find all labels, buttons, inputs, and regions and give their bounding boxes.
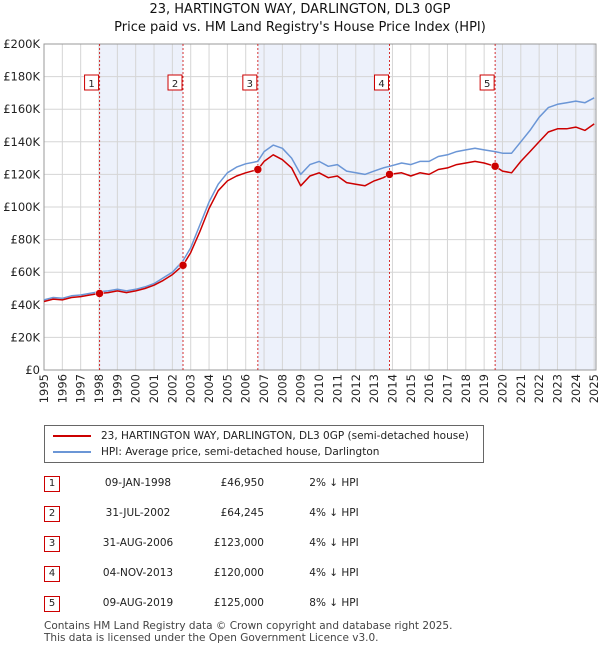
row-hpi: 2% ↓ HPI [309, 477, 359, 489]
x-tick-label: 2019 [477, 374, 491, 403]
x-tick-label: 2018 [459, 374, 473, 403]
table-row: 3 31-AUG-2006 £123,000 4% ↓ HPI [44, 534, 484, 554]
series-line-property [43, 123, 595, 303]
x-tick-label: 2014 [385, 374, 399, 403]
sale-number-label: 4 [378, 79, 384, 90]
x-tick-label: 2010 [312, 374, 326, 403]
sale-point [95, 289, 104, 298]
price-chart: £0 £20K £40K £60K £80K £100K £120K £140K £160K £1… [3, 37, 600, 403]
x-tick-label: 1997 [74, 374, 88, 403]
row-number-badge: 3 [44, 536, 60, 552]
y-tick-label: £80K [11, 233, 41, 247]
row-hpi: 4% ↓ HPI [309, 507, 359, 519]
y-tick-label: £200K [3, 37, 40, 51]
x-tick-label: 2023 [550, 374, 564, 403]
x-tick-label: 2001 [147, 374, 161, 403]
legend-label-property: 23, HARTINGTON WAY, DARLINGTON, DL3 0GP … [101, 430, 469, 442]
footer-copyright: Contains HM Land Registry data © Crown c… [44, 620, 453, 632]
sale-point [385, 170, 394, 179]
sale-number-box [84, 74, 100, 91]
row-price: £123,000 [213, 537, 264, 549]
sale-number-box [479, 74, 495, 91]
y-tick-label: £40K [11, 298, 41, 312]
y-tick-label: £20K [11, 330, 41, 344]
table-row: 2 31-JUL-2002 £64,245 4% ↓ HPI [44, 504, 484, 524]
chart-subtitle: Price paid vs. HM Land Registry's House … [114, 20, 486, 35]
row-price: £125,000 [213, 597, 264, 609]
row-price: £120,000 [213, 567, 264, 579]
row-date: 31-AUG-2006 [102, 537, 174, 549]
x-tick-label: 2015 [404, 374, 418, 403]
x-tick-label: 2011 [330, 374, 344, 403]
sale-number-box [167, 74, 183, 91]
chart-title: 23, HARTINGTON WAY, DARLINGTON, DL3 0GP [149, 2, 451, 17]
row-number-badge: 1 [44, 476, 60, 492]
row-number-badge: 4 [44, 566, 60, 582]
sale-number-label: 3 [247, 79, 253, 90]
x-tick-label: 1998 [92, 374, 106, 403]
x-tick-label: 2005 [220, 374, 234, 403]
x-tick-label: 2024 [569, 374, 583, 403]
x-tick-label: 2020 [495, 374, 509, 403]
x-tick-label: 2008 [275, 374, 289, 403]
footer-licence: This data is licensed under the Open Gov… [44, 632, 379, 644]
row-date: 09-AUG-2019 [102, 597, 174, 609]
x-tick-label: 2002 [165, 374, 179, 403]
legend-item-property: 23, HARTINGTON WAY, DARLINGTON, DL3 0GP … [53, 428, 469, 444]
row-date: 31-JUL-2002 [105, 507, 171, 519]
plot-frame [43, 43, 597, 371]
legend-label-hpi: HPI: Average price, semi-detached house,… [101, 446, 380, 458]
row-price: £46,950 [220, 477, 264, 489]
row-price: £64,245 [220, 507, 264, 519]
x-tick-label: 2021 [514, 374, 528, 403]
row-number-badge: 2 [44, 506, 60, 522]
x-tick-label: 2009 [294, 374, 308, 403]
sale-number-label: 5 [484, 79, 490, 90]
x-tick-label: 1996 [55, 374, 69, 403]
y-tick-label: £0 [25, 363, 40, 377]
x-tick-label: 2016 [422, 374, 436, 403]
x-tick-label: 1999 [110, 374, 124, 403]
row-date: 04-NOV-2013 [102, 567, 174, 579]
x-tick-label: 2007 [257, 374, 271, 403]
y-tick-label: £160K [3, 102, 40, 116]
x-tick-label: 2006 [239, 374, 253, 403]
x-tick-label: 2000 [129, 374, 143, 403]
x-tick-label: 2013 [367, 374, 381, 403]
row-hpi: 4% ↓ HPI [309, 537, 359, 549]
row-date: 09-JAN-1998 [104, 477, 172, 489]
table-row: 4 04-NOV-2013 £120,000 4% ↓ HPI [44, 564, 484, 584]
x-tick-label: 2025 [587, 374, 600, 403]
y-tick-label: £100K [3, 200, 40, 214]
sale-number-label: 1 [88, 79, 94, 90]
row-hpi: 4% ↓ HPI [309, 567, 359, 579]
y-tick-label: £180K [3, 70, 40, 84]
row-hpi: 8% ↓ HPI [309, 597, 359, 609]
table-row: 1 09-JAN-1998 £46,950 2% ↓ HPI [44, 474, 484, 494]
sale-number-box [374, 74, 390, 91]
legend-swatch-hpi [53, 451, 91, 453]
x-tick-label: 2004 [202, 374, 216, 403]
sale-number-box [242, 74, 258, 91]
x-tick-label: 1995 [37, 374, 51, 403]
y-tick-label: £60K [11, 265, 41, 279]
chart-legend: 23, HARTINGTON WAY, DARLINGTON, DL3 0GP … [44, 425, 484, 463]
x-tick-label: 2003 [184, 374, 198, 403]
sale-point [178, 261, 188, 270]
sale-number-label: 2 [172, 79, 178, 90]
x-tick-label: 2017 [440, 374, 454, 403]
x-tick-label: 2012 [349, 374, 363, 403]
legend-swatch-property [53, 435, 91, 437]
footer-attribution: Contains HM Land Registry data © Crown c… [44, 620, 452, 644]
x-tick-label: 2022 [532, 374, 546, 403]
y-tick-label: £140K [3, 135, 40, 149]
table-row: 5 09-AUG-2019 £125,000 8% ↓ HPI [44, 594, 484, 614]
sale-point [490, 162, 500, 171]
y-tick-label: £120K [3, 167, 40, 181]
sale-point [253, 165, 263, 174]
row-number-badge: 5 [44, 596, 60, 612]
legend-item-hpi: HPI: Average price, semi-detached house,… [53, 444, 379, 460]
series-line-hpi [43, 97, 595, 301]
